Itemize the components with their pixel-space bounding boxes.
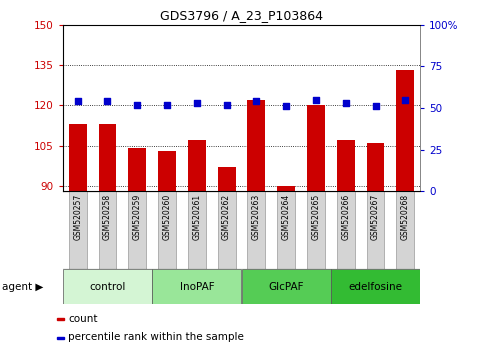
Point	[372, 103, 380, 109]
Bar	[99, 191, 116, 269]
Bar	[69, 191, 86, 269]
Text: agent ▶: agent ▶	[2, 282, 44, 292]
Text: edelfosine: edelfosine	[349, 282, 402, 292]
Text: percentile rank within the sample: percentile rank within the sample	[68, 332, 244, 342]
Text: GSM520263: GSM520263	[252, 194, 261, 240]
Bar	[277, 191, 295, 269]
Bar	[247, 100, 265, 354]
Bar	[63, 269, 152, 304]
Point	[312, 97, 320, 102]
Point	[104, 98, 112, 104]
Point	[223, 102, 230, 108]
Bar	[397, 191, 414, 269]
Point	[133, 102, 141, 108]
Bar	[158, 191, 176, 269]
Point	[401, 97, 409, 102]
Text: GSM520265: GSM520265	[312, 194, 320, 240]
Point	[342, 100, 350, 106]
Bar	[128, 148, 146, 354]
Point	[74, 98, 82, 104]
Text: control: control	[89, 282, 126, 292]
Point	[253, 98, 260, 104]
Bar	[69, 124, 86, 354]
Text: GSM520266: GSM520266	[341, 194, 350, 240]
Bar	[307, 105, 325, 354]
Text: GSM520267: GSM520267	[371, 194, 380, 240]
Bar	[397, 70, 414, 354]
Bar	[337, 191, 355, 269]
Title: GDS3796 / A_23_P103864: GDS3796 / A_23_P103864	[160, 9, 323, 22]
Bar	[331, 269, 420, 304]
Text: InoPAF: InoPAF	[180, 282, 214, 292]
Bar	[242, 269, 331, 304]
Bar	[218, 191, 236, 269]
Text: GSM520260: GSM520260	[163, 194, 171, 240]
Bar	[57, 337, 64, 339]
Point	[163, 102, 171, 108]
Bar	[188, 191, 206, 269]
Bar	[218, 167, 236, 354]
Text: GSM520257: GSM520257	[73, 194, 82, 240]
Bar	[367, 191, 384, 269]
Point	[282, 103, 290, 109]
Text: count: count	[68, 314, 98, 324]
Bar	[128, 191, 146, 269]
Text: GSM520264: GSM520264	[282, 194, 291, 240]
Text: GSM520261: GSM520261	[192, 194, 201, 240]
Bar	[247, 191, 265, 269]
Bar	[277, 186, 295, 354]
Bar	[152, 269, 242, 304]
Text: GSM520258: GSM520258	[103, 194, 112, 240]
Bar	[99, 124, 116, 354]
Bar	[158, 151, 176, 354]
Bar	[57, 318, 64, 320]
Bar	[188, 140, 206, 354]
Text: GSM520262: GSM520262	[222, 194, 231, 240]
Bar	[367, 143, 384, 354]
Point	[193, 100, 201, 106]
Bar	[307, 191, 325, 269]
Text: GSM520268: GSM520268	[401, 194, 410, 240]
Text: GSM520259: GSM520259	[133, 194, 142, 240]
Text: GlcPAF: GlcPAF	[269, 282, 304, 292]
Bar	[337, 140, 355, 354]
